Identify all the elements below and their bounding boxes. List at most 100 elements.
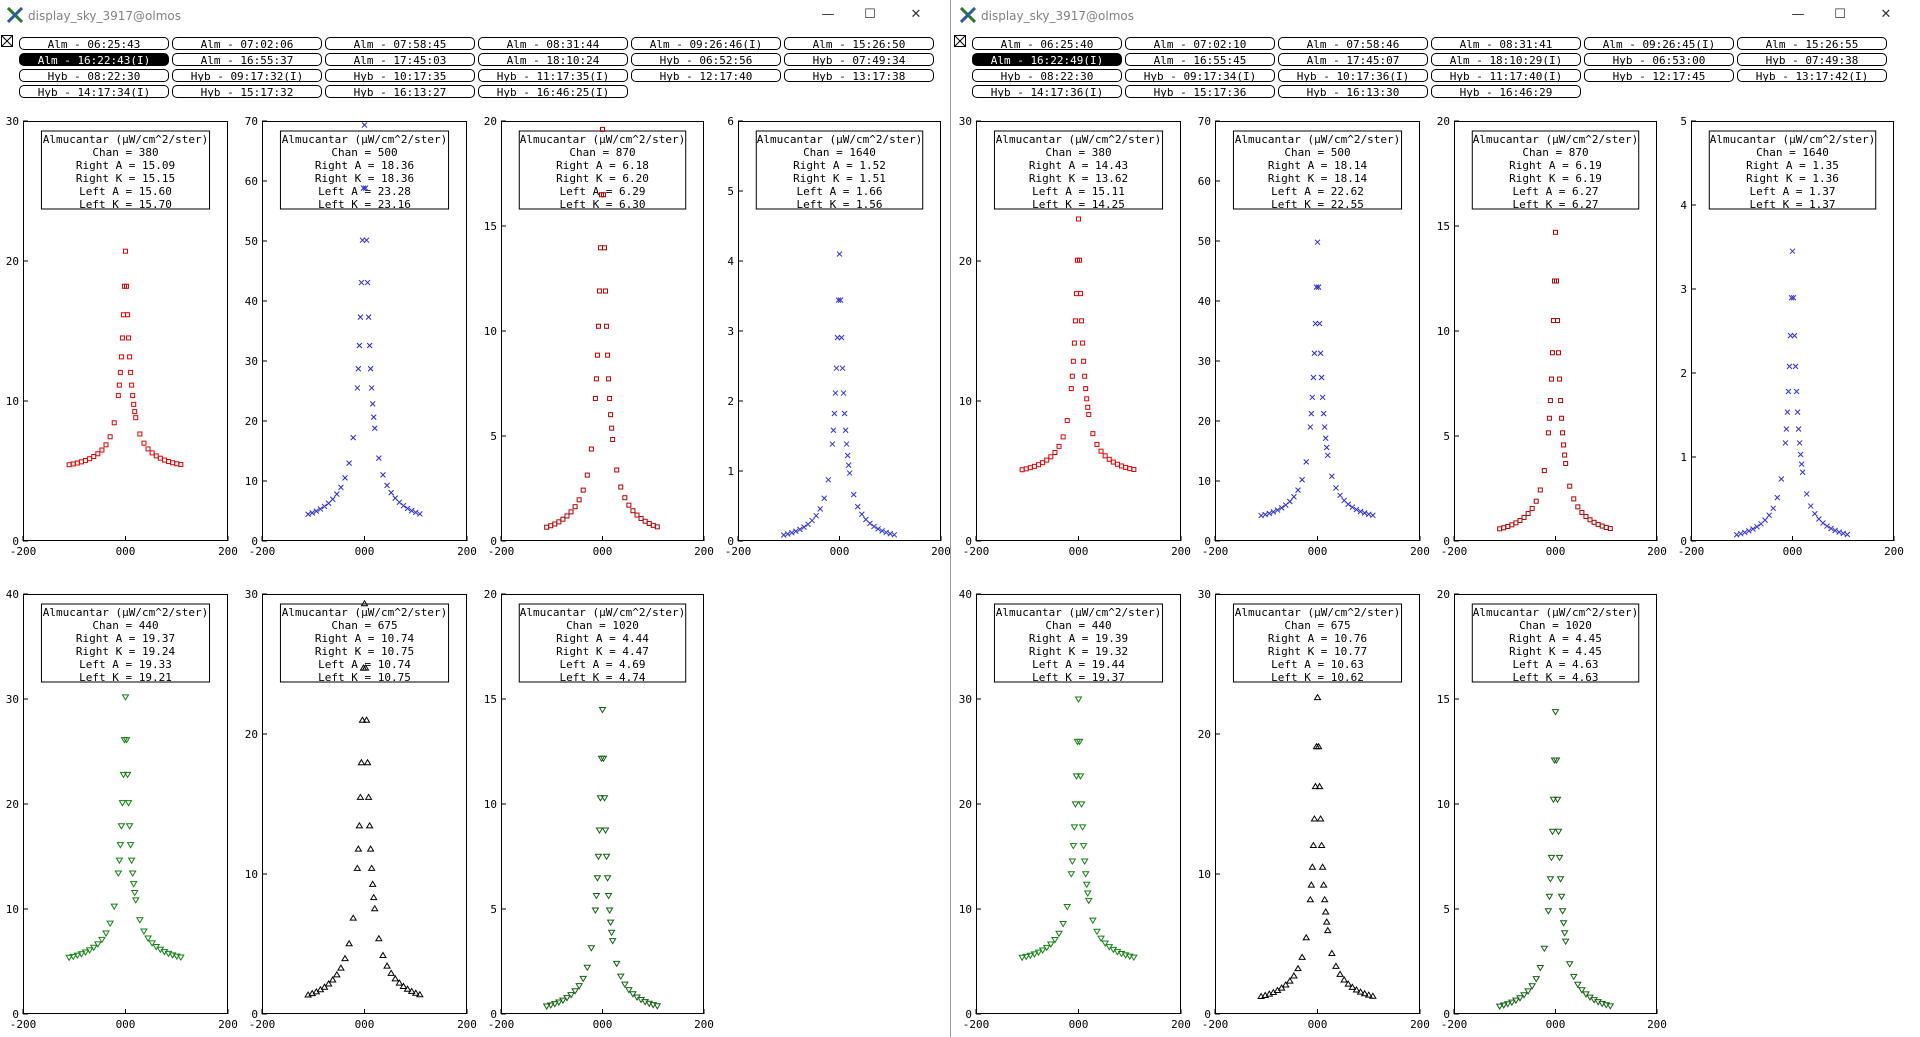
data-point — [129, 881, 138, 888]
dataset-button[interactable]: Hyb - 16:46:25(I) — [478, 85, 628, 98]
close-button[interactable]: ✕ — [910, 7, 922, 22]
dataset-button[interactable]: Alm - 08:31:41 — [1431, 37, 1581, 50]
data-point — [1281, 981, 1290, 988]
data-point — [89, 944, 98, 952]
data-point — [166, 459, 172, 465]
legend-chan: Chan = 870 — [569, 146, 635, 159]
y-tick-label: 5 — [1680, 115, 1687, 128]
data-point — [1082, 373, 1088, 379]
dataset-button[interactable]: Hyb - 09:17:34(I) — [1125, 69, 1275, 82]
dataset-button[interactable]: Hyb - 07:49:34 — [784, 53, 934, 66]
dataset-button[interactable]: Hyb - 15:17:36 — [1125, 85, 1275, 98]
data-point — [1606, 1003, 1615, 1010]
data-point — [835, 297, 842, 304]
maximize-button[interactable]: ☐ — [1834, 7, 1846, 22]
data-point — [1098, 448, 1104, 454]
legend-box: Almucantar (µW/cm^2/ster)Chan = 1020Righ… — [1471, 603, 1640, 684]
data-point — [1027, 465, 1033, 471]
legend-rightA: Right A = 6.19 — [1509, 159, 1602, 172]
chart-svg: 0 10 20 30 40 -200 000 200 Almucantar (µW/cm^2/s… — [6, 588, 238, 1031]
maximize-button[interactable]: ☐ — [864, 7, 876, 22]
legend-leftA: Left A = 15.60 — [79, 185, 172, 198]
data-point — [1084, 897, 1093, 905]
dataset-button[interactable]: Alm - 16:22:43(I) — [19, 53, 169, 66]
data-point — [1082, 881, 1091, 889]
data-point — [1040, 460, 1046, 466]
legend-leftK: Left K = 1.37 — [1749, 198, 1835, 211]
dataset-button[interactable]: Hyb - 08:22:30 — [19, 69, 169, 82]
dataset-button[interactable]: Alm - 08:31:44 — [478, 37, 628, 50]
dataset-button[interactable]: Alm - 15:26:50 — [784, 37, 934, 50]
data-point — [1069, 373, 1075, 379]
minimize-button[interactable]: — — [821, 7, 835, 22]
dataset-button[interactable]: Hyb - 12:17:40 — [631, 69, 781, 82]
dataset-button[interactable]: Alm - 15:26:55 — [1737, 37, 1887, 50]
data-point — [626, 502, 632, 508]
dataset-button[interactable]: Alm - 16:22:49(I) — [972, 53, 1122, 66]
dataset-button[interactable]: Alm - 06:25:40 — [972, 37, 1122, 50]
dataset-button[interactable]: Hyb - 10:17:35 — [325, 69, 475, 82]
legend-rightA: Right A = 10.76 — [1268, 632, 1367, 645]
dataset-button[interactable]: Hyb - 12:17:45 — [1584, 69, 1734, 82]
y-tick-label: 20 — [1198, 728, 1211, 741]
dataset-button[interactable]: Hyb - 06:53:00 — [1584, 53, 1734, 66]
data-point — [305, 511, 311, 518]
y-tick-label: 70 — [245, 115, 258, 128]
dataset-button[interactable]: Hyb - 14:17:34(I) — [19, 85, 169, 98]
data-point — [1036, 462, 1042, 468]
dataset-button[interactable]: Hyb - 08:22:30 — [972, 69, 1122, 82]
data-point — [1316, 320, 1323, 327]
dataset-button[interactable]: Alm - 18:10:29(I) — [1431, 53, 1581, 66]
panel-close-icon[interactable] — [954, 32, 966, 47]
dataset-button[interactable]: Hyb - 10:17:36(I) — [1278, 69, 1428, 82]
data-point — [1072, 773, 1081, 780]
dataset-button[interactable]: Alm - 07:02:06 — [172, 37, 322, 50]
data-point — [345, 939, 354, 947]
data-point — [117, 369, 123, 375]
dataset-button[interactable]: Alm - 07:02:10 — [1125, 37, 1275, 50]
dataset-button[interactable]: Hyb - 13:17:38 — [784, 69, 934, 82]
data-point — [365, 821, 374, 829]
dataset-button[interactable]: Alm - 16:55:37 — [172, 53, 322, 66]
dataset-button[interactable]: Alm - 09:26:46(I) — [631, 37, 781, 50]
y-tick-label: 0 — [1443, 1008, 1450, 1021]
dataset-button[interactable]: Alm - 16:55:45 — [1125, 53, 1275, 66]
dataset-button[interactable]: Hyb - 16:13:30 — [1278, 85, 1428, 98]
data-point — [829, 441, 836, 447]
data-point — [1741, 529, 1748, 536]
dataset-button[interactable]: Hyb - 11:17:40(I) — [1431, 69, 1581, 82]
y-tick-label: 1 — [1680, 451, 1687, 464]
minimize-button[interactable]: — — [1791, 7, 1805, 22]
dataset-button[interactable]: Alm - 06:25:43 — [19, 37, 169, 50]
dataset-button[interactable]: Alm - 07:58:45 — [325, 37, 475, 50]
y-tick-label: 5 — [490, 903, 497, 916]
data-point — [1090, 431, 1096, 437]
data-point — [1302, 933, 1311, 941]
y-tick-label: 10 — [959, 395, 972, 408]
dataset-button[interactable]: Hyb - 15:17:32 — [172, 85, 322, 98]
dataset-button[interactable]: Alm - 17:45:03 — [325, 53, 475, 66]
dataset-button[interactable]: Alm - 07:58:46 — [1278, 37, 1428, 50]
dataset-button[interactable]: Alm - 18:10:24 — [478, 53, 628, 66]
dataset-button[interactable]: Alm - 09:26:45(I) — [1584, 37, 1734, 50]
data-point — [1737, 530, 1744, 537]
dataset-button[interactable]: Alm - 17:45:07 — [1278, 53, 1428, 66]
legend-leftA: Left A = 1.66 — [796, 185, 882, 198]
data-point — [1513, 520, 1519, 526]
dataset-button[interactable]: Hyb - 13:17:42(I) — [1737, 69, 1887, 82]
dataset-button[interactable]: Hyb - 09:17:32(I) — [172, 69, 322, 82]
dataset-button[interactable]: Hyb - 11:17:35(I) — [478, 69, 628, 82]
data-point — [1072, 318, 1078, 324]
dataset-button[interactable]: Hyb - 16:13:27 — [325, 85, 475, 98]
legend-leftA: Left A = 15.11 — [1032, 185, 1125, 198]
data-point — [1310, 815, 1319, 822]
dataset-button[interactable]: Hyb - 06:52:56 — [631, 53, 781, 66]
dataset-button[interactable]: Hyb - 14:17:36(I) — [972, 85, 1122, 98]
panel-close-icon[interactable] — [1, 32, 13, 47]
right-window: display_sky_3917@olmos — ☐ ✕ Alm - 06:25:40 A… — [953, 0, 1920, 1037]
legend-leftA: Left A = 6.29 — [559, 185, 645, 198]
data-point — [1787, 332, 1794, 339]
close-button[interactable]: ✕ — [1880, 7, 1892, 22]
dataset-button[interactable]: Hyb - 16:46:29 — [1431, 85, 1581, 98]
dataset-button[interactable]: Hyb - 07:49:38 — [1737, 53, 1887, 66]
